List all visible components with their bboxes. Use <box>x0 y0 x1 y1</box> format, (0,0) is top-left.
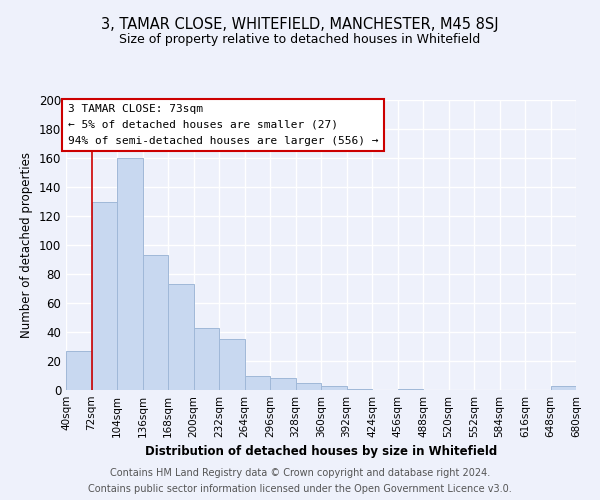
Bar <box>551 386 576 390</box>
Bar <box>91 202 117 390</box>
Text: Contains public sector information licensed under the Open Government Licence v3: Contains public sector information licen… <box>88 484 512 494</box>
Bar <box>270 378 296 390</box>
Bar <box>296 383 321 390</box>
Bar <box>219 339 245 390</box>
Bar <box>168 284 193 390</box>
Bar <box>347 388 372 390</box>
Bar <box>143 255 168 390</box>
Bar <box>321 386 347 390</box>
Text: 3 TAMAR CLOSE: 73sqm
← 5% of detached houses are smaller (27)
94% of semi-detach: 3 TAMAR CLOSE: 73sqm ← 5% of detached ho… <box>68 104 378 146</box>
Text: Contains HM Land Registry data © Crown copyright and database right 2024.: Contains HM Land Registry data © Crown c… <box>110 468 490 477</box>
Text: 3, TAMAR CLOSE, WHITEFIELD, MANCHESTER, M45 8SJ: 3, TAMAR CLOSE, WHITEFIELD, MANCHESTER, … <box>101 18 499 32</box>
Bar <box>117 158 143 390</box>
Bar <box>245 376 270 390</box>
X-axis label: Distribution of detached houses by size in Whitefield: Distribution of detached houses by size … <box>145 446 497 458</box>
Bar <box>193 328 219 390</box>
Bar <box>398 388 423 390</box>
Y-axis label: Number of detached properties: Number of detached properties <box>20 152 33 338</box>
Bar <box>66 351 91 390</box>
Text: Size of property relative to detached houses in Whitefield: Size of property relative to detached ho… <box>119 32 481 46</box>
